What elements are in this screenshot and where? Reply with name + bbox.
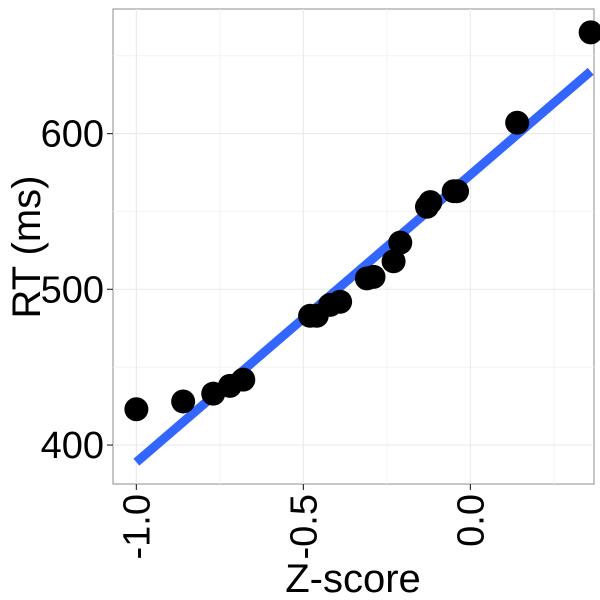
y-tick-label: 500 [41,269,104,311]
data-point [505,110,530,135]
y-axis-title: RT (ms) [5,176,49,319]
x-axis-ticks: -1.0 -0.5 0.0 [116,484,492,559]
x-tick-label: -1.0 [116,494,158,559]
x-tick-label: -0.5 [283,494,325,559]
data-point [171,389,196,414]
x-tick-label: 0.0 [450,494,492,547]
y-tick-label: 600 [41,114,104,156]
data-point [124,397,149,422]
x-axis-title: Z-score [285,557,421,600]
data-point [445,179,470,204]
data-point [418,190,443,215]
data-point [231,367,256,392]
data-point [361,264,386,289]
y-axis-ticks: 400 500 600 [41,114,113,467]
data-point [388,230,413,255]
data-point [328,289,353,314]
data-point [381,249,406,274]
data-points [124,20,600,422]
y-tick-label: 400 [41,425,104,467]
data-point [578,20,600,45]
